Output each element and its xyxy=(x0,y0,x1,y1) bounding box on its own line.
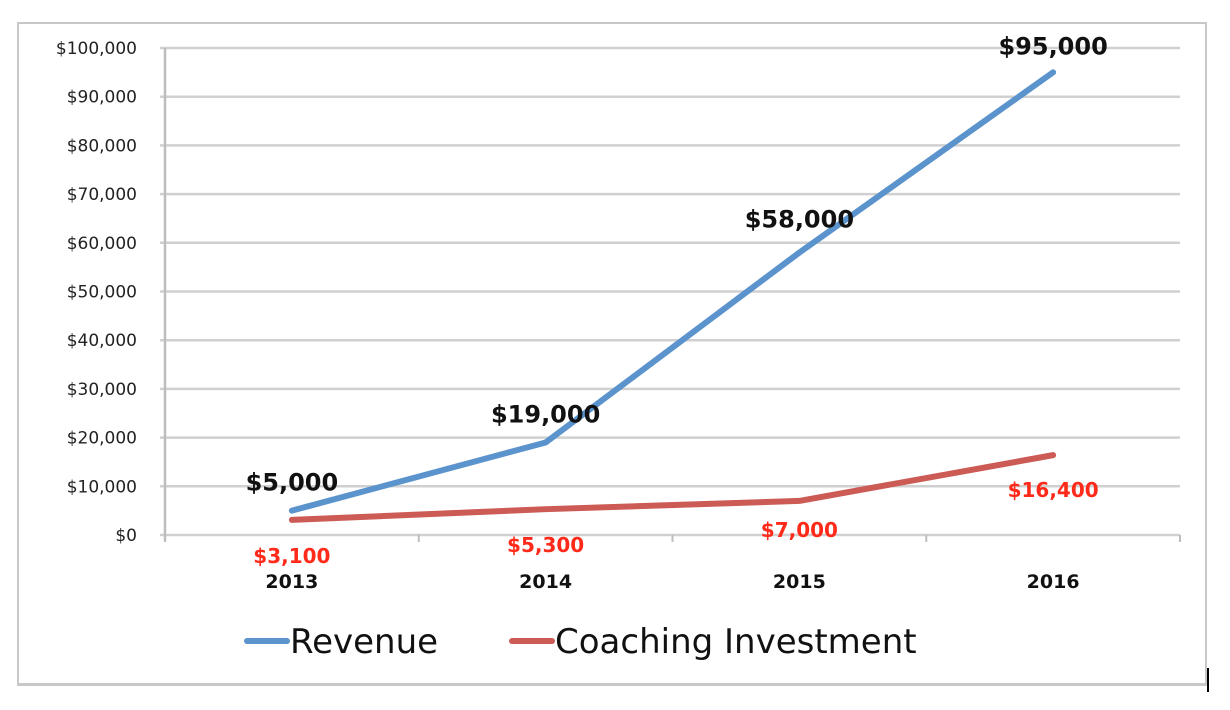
coaching-investment-data-label: $16,400 xyxy=(1008,478,1099,502)
revenue-data-label: $5,000 xyxy=(246,469,339,497)
gridlines xyxy=(160,46,1180,537)
legend-coaching-investment-label: Coaching Investment xyxy=(555,622,917,662)
y-tick-label: $80,000 xyxy=(67,136,137,156)
y-tick-label: $10,000 xyxy=(67,477,137,497)
revenue-data-label: $95,000 xyxy=(998,32,1107,60)
y-tick-label: $50,000 xyxy=(67,283,137,303)
x-tick-label: 2015 xyxy=(773,571,826,593)
x-tick-label: 2016 xyxy=(1027,571,1080,593)
revenue-line xyxy=(288,69,1057,514)
text-cursor xyxy=(1207,668,1209,692)
data-labels: $5,000 $19,000 $58,000 $95,000 $3,100 $5,300 $… xyxy=(246,32,1108,568)
y-tick-label: $40,000 xyxy=(67,331,137,351)
x-tick-label: 2013 xyxy=(265,571,318,593)
legend-revenue-label: Revenue xyxy=(290,622,438,662)
y-tick-label: $60,000 xyxy=(67,234,137,254)
y-tick-label: $90,000 xyxy=(67,88,137,108)
coaching-investment-data-label: $5,300 xyxy=(507,533,584,557)
series-lines xyxy=(288,69,1057,523)
x-tick-label: 2014 xyxy=(519,571,572,593)
x-axis: 2013 2014 2015 2016 xyxy=(164,535,1181,593)
y-axis: $0 $10,000 $20,000 $30,000 $40,000 $50,000 $60… xyxy=(56,39,167,546)
revenue-data-label: $19,000 xyxy=(491,400,600,428)
y-tick-label: $100,000 xyxy=(56,39,137,59)
coaching-investment-data-label: $7,000 xyxy=(761,518,838,542)
legend: Revenue Coaching Investment xyxy=(244,622,917,662)
y-tick-label: $70,000 xyxy=(67,185,137,205)
y-tick-label: $20,000 xyxy=(67,429,137,449)
coaching-investment-data-label: $3,100 xyxy=(253,544,330,568)
coaching-investment-line xyxy=(288,452,1057,523)
revenue-data-label: $58,000 xyxy=(745,206,854,234)
y-tick-label: $30,000 xyxy=(67,380,137,400)
y-tick-label: $0 xyxy=(115,526,137,546)
chart-frame xyxy=(17,22,1207,686)
